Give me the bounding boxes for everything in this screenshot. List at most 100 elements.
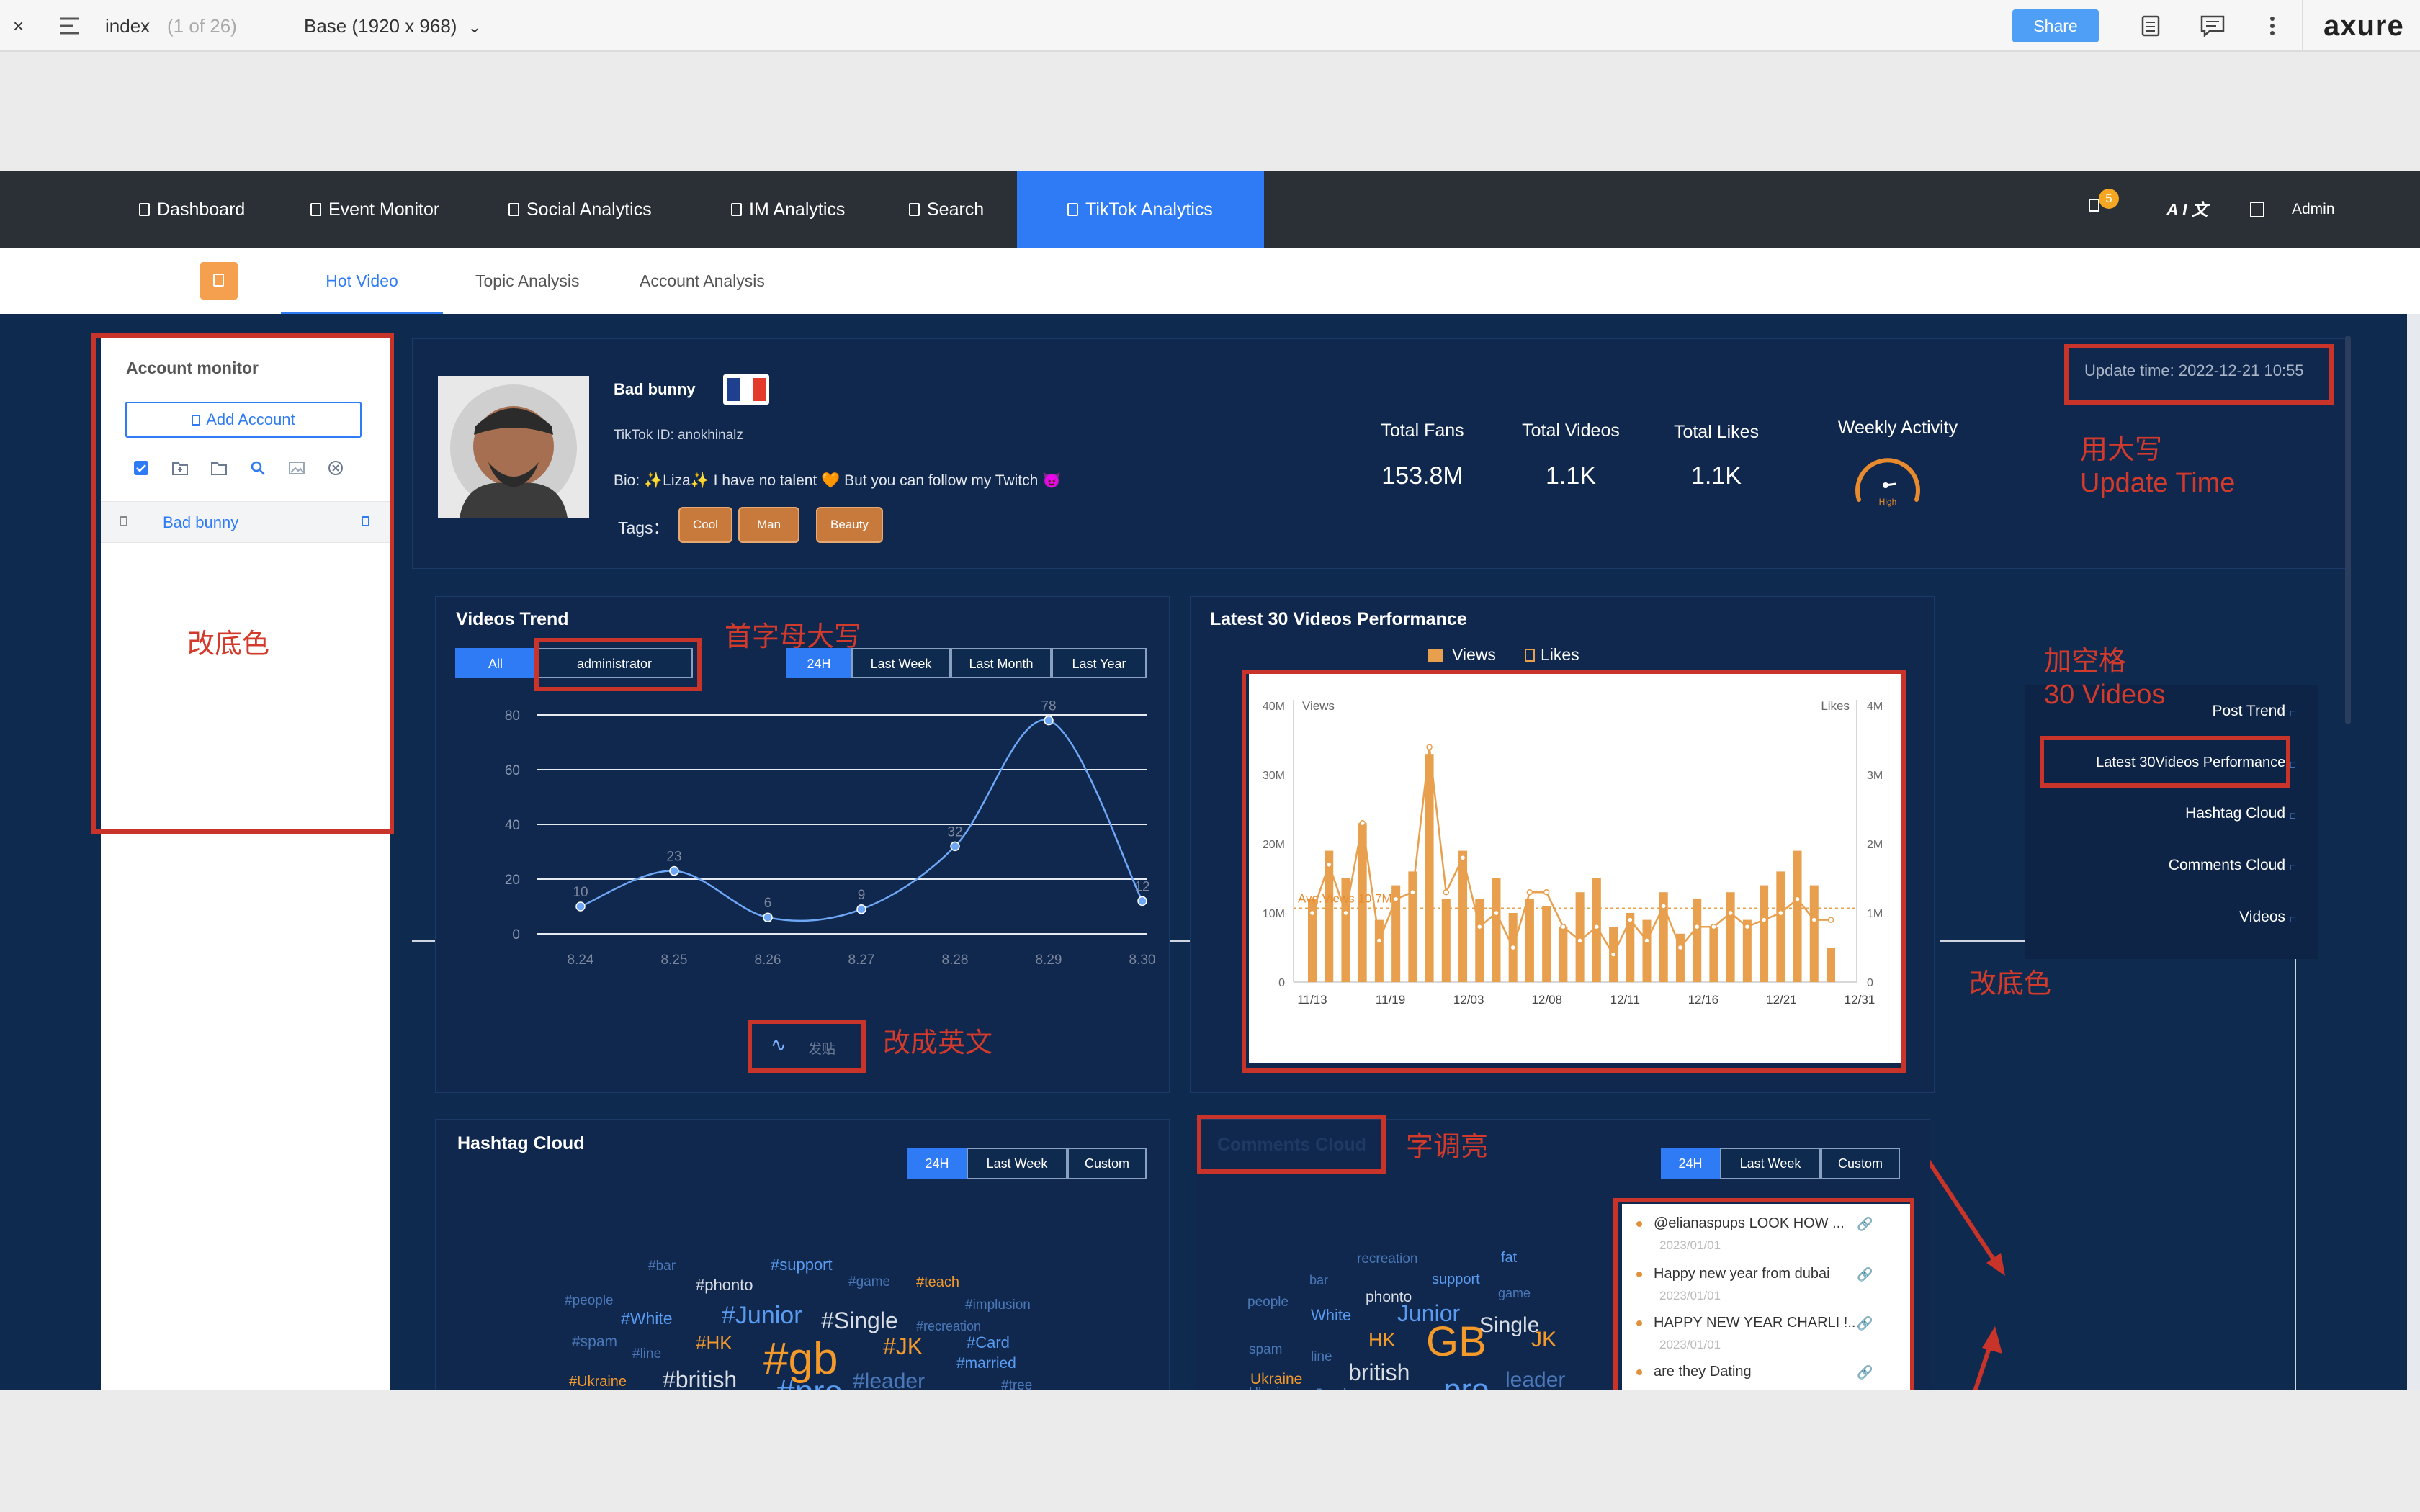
range-last-week-button[interactable]: Last Week xyxy=(851,648,951,678)
trend-legend[interactable]: ∿ 发贴 xyxy=(752,1028,860,1064)
cloud-word[interactable]: #support xyxy=(771,1256,833,1274)
cloud-word[interactable]: #spam xyxy=(572,1333,618,1350)
cloud-word[interactable]: White xyxy=(1311,1306,1352,1324)
cloud-word[interactable]: phonto xyxy=(1366,1289,1412,1305)
tab-account-analysis[interactable]: Account Analysis xyxy=(640,271,765,290)
tab-hot-video[interactable]: Hot Video xyxy=(281,248,443,314)
filter-all-button[interactable]: All xyxy=(455,648,536,678)
search-icon[interactable] xyxy=(249,459,266,477)
viewport-selector[interactable]: Base (1920 x 968) ⌄ xyxy=(304,0,481,53)
tag-chip[interactable]: Man xyxy=(738,507,800,543)
range-last-month-button[interactable]: Last Month xyxy=(951,648,1052,678)
comments-custom-button[interactable]: Custom xyxy=(1821,1148,1900,1179)
cloud-word[interactable]: #Card xyxy=(967,1333,1010,1351)
cloud-word[interactable]: #JK xyxy=(883,1333,923,1359)
image-icon[interactable] xyxy=(288,459,305,477)
cloud-word[interactable]: #recreation xyxy=(916,1319,982,1333)
cloud-word[interactable]: #Junior xyxy=(722,1302,802,1329)
cloud-word[interactable]: line xyxy=(1311,1349,1332,1364)
side-link-post-trend[interactable]: Post Trend ◻ xyxy=(2051,703,2318,720)
new-folder-icon[interactable] xyxy=(171,459,189,477)
cloud-word[interactable]: JK xyxy=(1531,1328,1557,1351)
cloud-word[interactable]: #phonto xyxy=(696,1276,753,1294)
link-icon[interactable]: 🔗 xyxy=(1857,1267,1873,1282)
comment-item[interactable]: Happy new year from dubai xyxy=(1636,1266,1830,1282)
cloud-word[interactable]: #implusion xyxy=(965,1297,1031,1313)
link-icon[interactable]: 🔗 xyxy=(1857,1217,1873,1231)
cloud-word[interactable]: money xyxy=(1525,1387,1564,1390)
select-all-icon[interactable] xyxy=(133,459,150,477)
cloud-word[interactable]: support xyxy=(1432,1272,1480,1287)
comments-24h-button[interactable]: 24H xyxy=(1661,1148,1720,1179)
hashtag-custom-button[interactable]: Custom xyxy=(1067,1148,1147,1179)
account-action-icon[interactable] xyxy=(362,516,369,526)
range-24h-button[interactable]: 24H xyxy=(786,648,851,678)
cloud-word[interactable]: Junior xyxy=(1397,1300,1461,1326)
tag-chip[interactable]: Cool xyxy=(678,507,732,543)
nav-dashboard[interactable]: Dashboard xyxy=(139,171,245,248)
side-link-videos[interactable]: Videos ◻ xyxy=(2051,909,2318,926)
more-vertical-icon[interactable] xyxy=(2262,13,2283,39)
nav-event-monitor[interactable]: Event Monitor xyxy=(310,171,439,248)
filter-administrator-button[interactable]: administrator xyxy=(536,648,693,678)
account-row[interactable]: Bad bunny xyxy=(101,501,390,543)
cloud-word[interactable]: #gb xyxy=(763,1334,838,1384)
cloud-word[interactable]: spam xyxy=(1249,1342,1283,1357)
nav-search[interactable]: Search xyxy=(909,171,984,248)
comment-item[interactable]: HAPPY NEW YEAR CHARLI !... xyxy=(1636,1315,1860,1331)
cloud-word[interactable]: #Ukraine xyxy=(569,1374,627,1390)
cloud-word[interactable]: #line xyxy=(632,1346,662,1362)
tag-chip[interactable]: Beauty xyxy=(816,507,883,543)
comment-item[interactable]: are they Dating xyxy=(1636,1364,1752,1380)
hashtag-24h-button[interactable]: 24H xyxy=(908,1148,967,1179)
cloud-word[interactable]: #bar xyxy=(648,1259,676,1274)
notification-bell-icon[interactable]: 5 xyxy=(2089,189,2119,215)
cloud-word[interactable]: leader xyxy=(1505,1368,1566,1390)
hashtag-last-week-button[interactable]: Last Week xyxy=(967,1148,1067,1179)
link-icon[interactable]: 🔗 xyxy=(1857,1365,1873,1380)
cloud-word[interactable]: fat xyxy=(1501,1250,1518,1266)
comment-icon[interactable] xyxy=(2198,13,2227,39)
cloud-word[interactable]: #White xyxy=(621,1309,673,1328)
side-link-comments-cloud[interactable]: Comments Cloud ◻ xyxy=(2051,857,2318,874)
notes-icon[interactable] xyxy=(2138,13,2164,39)
cloud-word[interactable]: #HK xyxy=(696,1332,732,1354)
link-icon[interactable]: 🔗 xyxy=(1857,1316,1873,1331)
add-account-button[interactable]: Add Account xyxy=(125,402,362,438)
nav-tiktok-analytics[interactable]: TikTok Analytics xyxy=(1017,171,1264,248)
cloud-word[interactable]: #pro xyxy=(776,1372,843,1390)
menu-icon[interactable] xyxy=(58,14,82,37)
cloud-word[interactable]: russia xyxy=(1392,1388,1426,1390)
cloud-word[interactable]: #Single xyxy=(821,1308,898,1333)
cloud-word[interactable]: Junior xyxy=(1314,1385,1363,1390)
side-link-latest30[interactable]: Latest 30Videos Performance ◻ xyxy=(2051,755,2318,771)
close-icon[interactable]: × xyxy=(13,15,24,37)
cloud-word[interactable]: HK xyxy=(1368,1329,1396,1351)
comments-last-week-button[interactable]: Last Week xyxy=(1720,1148,1821,1179)
admin-menu[interactable]: Admin xyxy=(2250,171,2335,248)
folder-icon[interactable] xyxy=(210,459,228,477)
cloud-word[interactable]: #tree xyxy=(1001,1378,1033,1390)
legend-likes[interactable]: Likes xyxy=(1524,645,1579,665)
cloud-word[interactable]: people xyxy=(1247,1295,1289,1310)
cloud-word[interactable]: #teach xyxy=(916,1274,960,1290)
cloud-word[interactable]: Single xyxy=(1479,1313,1540,1337)
cloud-word[interactable]: #british xyxy=(663,1367,738,1390)
cloud-word[interactable]: #game xyxy=(848,1274,891,1290)
cloud-word[interactable]: GB xyxy=(1426,1318,1487,1365)
legend-views[interactable]: Views xyxy=(1428,645,1496,665)
nav-im-analytics[interactable]: IM Analytics xyxy=(731,171,845,248)
cloud-word[interactable]: #people xyxy=(565,1293,614,1308)
cloud-word[interactable]: british xyxy=(1348,1359,1410,1385)
cloud-word[interactable]: #leader xyxy=(853,1369,926,1390)
cloud-word[interactable]: recreation xyxy=(1357,1251,1418,1266)
cloud-word[interactable]: bar xyxy=(1309,1273,1329,1287)
tab-topic-analysis[interactable]: Topic Analysis xyxy=(475,271,580,290)
language-toggle[interactable]: A I 文 xyxy=(2166,200,2208,219)
cloud-word[interactable]: Ukrain xyxy=(1249,1385,1286,1390)
scrollbar[interactable] xyxy=(2345,336,2351,724)
side-link-hashtag-cloud[interactable]: Hashtag Cloud ◻ xyxy=(2051,805,2318,822)
cloud-word[interactable]: game xyxy=(1498,1286,1531,1300)
nav-social-analytics[interactable]: Social Analytics xyxy=(508,171,652,248)
cloud-word[interactable]: Ukraine xyxy=(1250,1371,1303,1387)
